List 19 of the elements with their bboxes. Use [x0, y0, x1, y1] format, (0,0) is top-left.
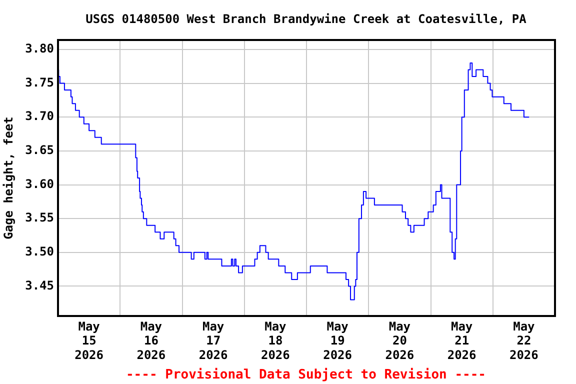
- x-tick-label: May 15 2026: [74, 319, 104, 362]
- y-tick-label: 3.45: [25, 278, 54, 292]
- x-tick-label: May 21 2026: [447, 319, 476, 362]
- x-tick-label: May 18 2026: [260, 319, 290, 362]
- x-tick-label: May 22 2026: [509, 319, 538, 362]
- x-tick-label: May 16 2026: [136, 319, 166, 362]
- y-tick-label: 3.65: [25, 143, 54, 158]
- y-axis-title: Gage height, feet: [1, 116, 16, 240]
- y-tick-label: 3.60: [25, 176, 54, 191]
- x-tick-label: May 17 2026: [198, 319, 228, 362]
- y-tick-label: 3.70: [25, 109, 54, 124]
- y-tick-label: 3.50: [25, 244, 54, 259]
- chart-title: USGS 01480500 West Branch Brandywine Creek at Coatesville, PA: [86, 12, 528, 26]
- y-tick-label: 3.75: [25, 75, 54, 90]
- text: ---- Provisional Data Subject to Revision ----: [126, 367, 486, 382]
- y-tick-label: 3.80: [25, 42, 54, 56]
- x-tick-label: May 19 2026: [323, 319, 352, 362]
- x-tick-label: May 20 2026: [385, 319, 414, 362]
- y-tick-label: 3.55: [25, 210, 54, 225]
